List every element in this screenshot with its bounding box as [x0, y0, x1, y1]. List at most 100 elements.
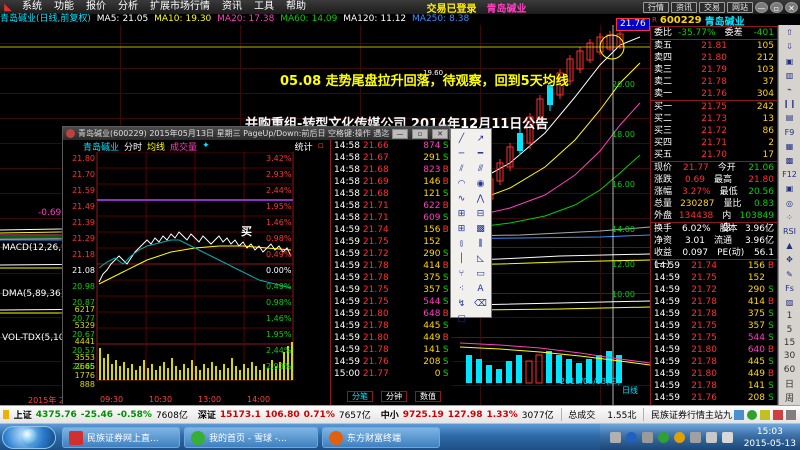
down-arrow-icon[interactable]: ⇩: [786, 42, 793, 52]
trendline-icon[interactable]: ╱: [458, 133, 465, 144]
tick-list[interactable]: 14:59 21.74 156 B 14:59 21.75 152 14:59 21.72 2…: [651, 260, 777, 416]
calc-icon[interactable]: ▣: [785, 184, 794, 194]
bag-icon[interactable]: [689, 432, 701, 443]
pencil-icon[interactable]: ✎: [786, 269, 793, 279]
building-icon[interactable]: ▩: [785, 155, 794, 165]
text-icon[interactable]: A: [477, 283, 484, 294]
candle-icon[interactable]: ❙❙: [782, 99, 797, 109]
fan-icon[interactable]: ◠: [457, 178, 466, 189]
button-quotes[interactable]: 行情: [643, 1, 669, 13]
hline-icon[interactable]: ─: [458, 148, 465, 159]
chart-bar-icon[interactable]: ▣: [785, 56, 794, 66]
button-website[interactable]: 网站: [727, 1, 753, 13]
erase-icon[interactable]: ⌫: [474, 298, 487, 309]
period-60-button[interactable]: 60: [783, 364, 796, 375]
ask-row[interactable]: 卖一 21.76 304: [651, 88, 777, 100]
parallel-icon[interactable]: ⫽: [459, 163, 464, 174]
keyboard-icon[interactable]: [609, 432, 621, 443]
popup-titlebar[interactable]: 青岛碱业(600229) 2015年05月13日 星期三 PageUp/Down…: [63, 127, 449, 140]
menu-item-system[interactable]: 系统: [22, 1, 42, 12]
menu-item-extended-market[interactable]: 扩展市场行情: [150, 1, 210, 12]
popup-maximize-icon[interactable]: ▫: [412, 128, 428, 139]
menu-item-quotes[interactable]: 报价: [86, 1, 106, 12]
period-30-button[interactable]: 30: [783, 351, 796, 362]
shield-icon[interactable]: [657, 432, 669, 443]
bid-row[interactable]: 买二 21.73 13: [651, 113, 777, 125]
taskbar-item-browser[interactable]: 我的首页 - 雪球 -...: [184, 427, 318, 448]
maximize-icon[interactable]: ▫: [770, 1, 783, 13]
window-icon[interactable]: ▤: [785, 113, 794, 123]
globe-icon[interactable]: [747, 409, 757, 420]
signal-icon[interactable]: [705, 432, 717, 443]
bid-row[interactable]: 买四 21.71 2: [651, 137, 777, 149]
fib-icon[interactable]: ⊞: [457, 208, 466, 219]
shield-icon[interactable]: [760, 409, 770, 420]
f9-icon[interactable]: F9: [784, 127, 795, 137]
pitchfork-icon[interactable]: ⑂: [458, 268, 465, 279]
period-15-button[interactable]: 15: [783, 338, 796, 348]
intraday-chart[interactable]: 青岛碱业 分时 均线 成交量 ✦ 统计 ▫: [63, 140, 331, 405]
button-trade[interactable]: 交易: [699, 1, 725, 13]
ask-row[interactable]: 卖五 21.81 105: [651, 40, 777, 52]
rect-icon[interactable]: ▭: [476, 268, 485, 279]
period-5-button[interactable]: 5: [786, 324, 793, 335]
wave-icon[interactable]: ∿: [457, 193, 466, 204]
popup-button-minute[interactable]: 分钟: [381, 391, 407, 402]
target-icon[interactable]: ◎: [786, 198, 793, 208]
fs-icon[interactable]: Fs: [785, 283, 794, 293]
point-icon[interactable]: ⁖: [458, 283, 465, 294]
index-sme-name[interactable]: 中小: [380, 411, 399, 421]
popup-tick-list[interactable]: 14:58 21.66 874 S 14:58 21.67 291 S 14:58 21.68…: [331, 140, 451, 405]
monitor-icon[interactable]: [734, 409, 744, 420]
ask-row[interactable]: 卖二 21.78 37: [651, 76, 777, 88]
move-icon[interactable]: ✥: [786, 255, 793, 265]
magnet-icon[interactable]: ↯: [457, 298, 466, 309]
arrow-up-icon[interactable]: ↗: [476, 133, 485, 144]
popup-close-icon[interactable]: ✕: [432, 128, 448, 139]
bid-row[interactable]: 买三 21.72 86: [651, 125, 777, 137]
volume-icon[interactable]: [721, 432, 733, 443]
up-arrow-icon[interactable]: ⇧: [786, 28, 793, 38]
drawing-tools-palette[interactable]: ╱ ↗ ─ ━ ⫽ ⫻ ◠ ◉ ∿ ⋀ ⊞ ⊟ ⊞ ▩ ⫾ ⫼ │ ◺ ⑂ ▭ …: [450, 128, 492, 324]
sync-icon[interactable]: [641, 432, 653, 443]
scatter-icon[interactable]: ⁘: [786, 212, 793, 222]
segment-icon[interactable]: ━: [477, 148, 484, 159]
box-icon[interactable]: ⊟: [476, 208, 485, 219]
rsi-icon[interactable]: RSI: [783, 226, 796, 236]
taskbar-item-broker[interactable]: 民族证券网上直...: [62, 427, 180, 448]
server-label[interactable]: 民族证券行情主站九: [650, 411, 732, 421]
bars-icon[interactable]: ▥: [785, 70, 794, 80]
download-icon[interactable]: [673, 432, 685, 443]
period-week-button[interactable]: 周: [784, 393, 794, 404]
index-sz-name[interactable]: 深证: [197, 411, 216, 421]
vline-icon[interactable]: │: [458, 253, 465, 264]
cycle-icon[interactable]: ◉: [476, 178, 485, 189]
taskbar-clock[interactable]: 15:03 2015-05-13: [738, 426, 796, 450]
note-icon[interactable]: ▦: [785, 141, 794, 151]
minimize-icon[interactable]: —: [755, 1, 768, 13]
person-icon[interactable]: [773, 409, 783, 420]
menu-item-news[interactable]: 资讯: [222, 1, 242, 12]
channel-icon[interactable]: ⫼: [478, 238, 483, 249]
line-chart-icon[interactable]: ⌁: [787, 84, 792, 94]
select-icon[interactable]: ▢: [457, 313, 466, 324]
popup-button-value[interactable]: 数值: [415, 391, 441, 402]
arrow-icon[interactable]: [786, 409, 796, 420]
menu-item-tools[interactable]: 工具: [254, 1, 274, 12]
index-sh-name[interactable]: 上证: [13, 411, 32, 421]
browser-icon[interactable]: [625, 432, 637, 443]
menu-item-analysis[interactable]: 分析: [118, 1, 138, 12]
close-icon[interactable]: ✕: [785, 1, 798, 13]
zigzag-icon[interactable]: ⋀: [476, 193, 485, 204]
intraday-popup-window[interactable]: 青岛碱业(600229) 2015年05月13日 星期三 PageUp/Down…: [62, 126, 451, 405]
popup-button-tick[interactable]: 分笔: [347, 391, 373, 402]
menu-item-function[interactable]: 功能: [54, 1, 74, 12]
f12-icon[interactable]: F12: [782, 170, 797, 180]
alert-icon[interactable]: ▲: [786, 241, 793, 251]
ask-row[interactable]: 卖三 21.79 103: [651, 64, 777, 76]
taskbar-item-eastmoney[interactable]: 东方财富终端: [322, 427, 440, 448]
period-1-button[interactable]: 1: [786, 311, 793, 322]
bars-icon[interactable]: ⫾: [460, 238, 463, 249]
bid-row[interactable]: 买一 21.75 242: [651, 101, 777, 113]
picture-icon[interactable]: ▨: [785, 297, 794, 307]
